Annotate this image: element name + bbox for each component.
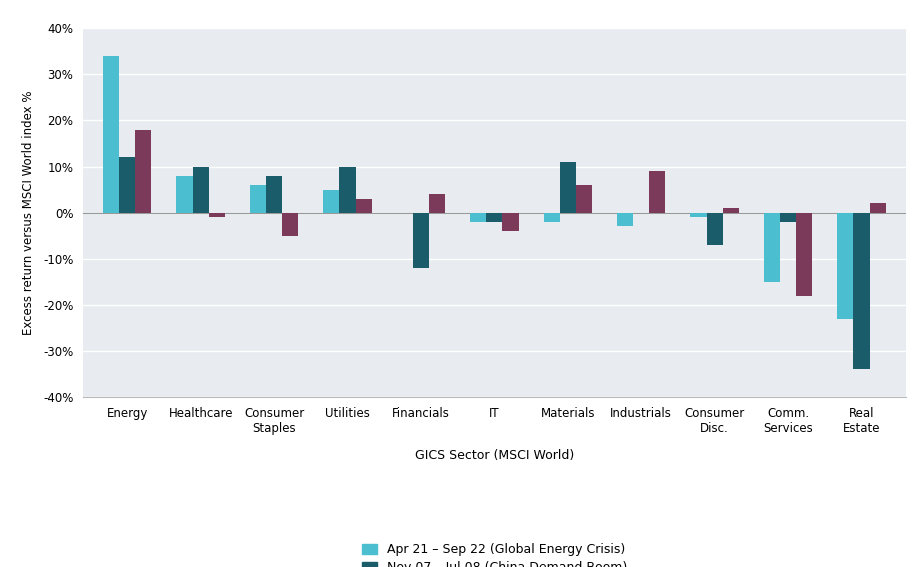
- Bar: [854, 213, 869, 369]
- Bar: [429, 194, 445, 213]
- Bar: [486, 213, 503, 222]
- Bar: [135, 130, 152, 213]
- Bar: [543, 213, 560, 222]
- Legend: Apr 21 – Sep 22 (Global Energy Crisis), Nov 07 – Jul 08 (China Demand Boom), Mar: Apr 21 – Sep 22 (Global Energy Crisis), …: [361, 543, 627, 567]
- Bar: [192, 167, 209, 213]
- Bar: [796, 213, 812, 295]
- Bar: [103, 56, 119, 213]
- Bar: [764, 213, 780, 282]
- Bar: [869, 204, 886, 213]
- Bar: [690, 213, 707, 217]
- X-axis label: GICS Sector (MSCI World): GICS Sector (MSCI World): [415, 448, 574, 462]
- Bar: [413, 213, 429, 268]
- Bar: [617, 213, 633, 226]
- Bar: [707, 213, 723, 245]
- Bar: [650, 171, 665, 213]
- Bar: [560, 162, 576, 213]
- Bar: [266, 176, 282, 213]
- Bar: [503, 213, 518, 231]
- Bar: [837, 213, 854, 319]
- Bar: [176, 176, 192, 213]
- Bar: [723, 208, 739, 213]
- Bar: [576, 185, 592, 213]
- Bar: [119, 157, 135, 213]
- Bar: [356, 199, 371, 213]
- Bar: [282, 213, 298, 236]
- Bar: [209, 213, 225, 217]
- Bar: [339, 167, 356, 213]
- Bar: [780, 213, 796, 222]
- Y-axis label: Excess return versus MSCI World index %: Excess return versus MSCI World index %: [22, 90, 35, 335]
- Bar: [470, 213, 486, 222]
- Bar: [249, 185, 266, 213]
- Bar: [323, 189, 339, 213]
